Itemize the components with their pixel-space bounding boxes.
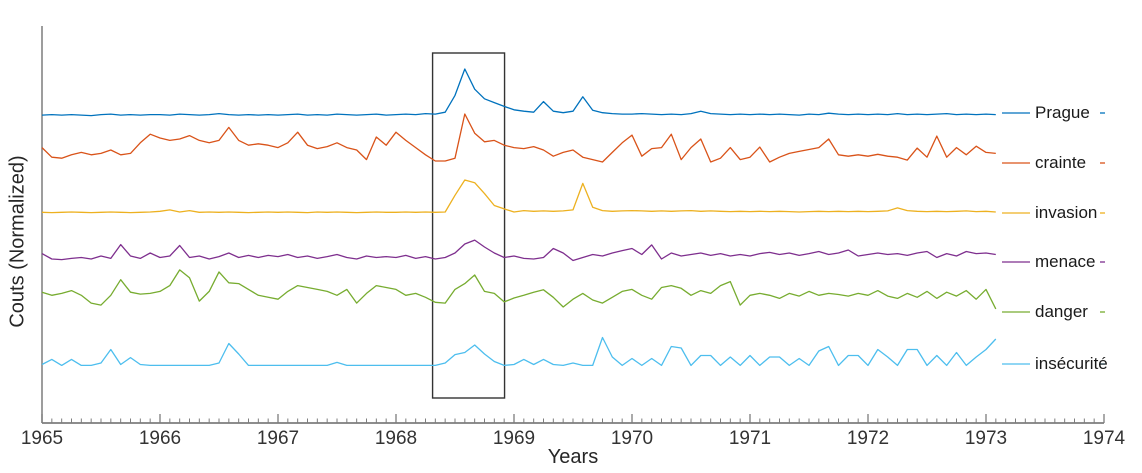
x-tick-label: 1968 xyxy=(374,428,418,449)
x-tick-label: 1965 xyxy=(20,428,64,449)
x-tick-label: 1969 xyxy=(492,428,536,449)
series-label-invasion: invasion xyxy=(1035,203,1098,222)
series-line-Prague xyxy=(41,68,996,117)
x-tick-label: 1973 xyxy=(964,428,1008,449)
series-label-Prague: Prague xyxy=(1035,103,1090,122)
x-tick-label: 1967 xyxy=(256,428,300,449)
series-label-menace: menace xyxy=(1035,252,1096,271)
series-line-menace xyxy=(41,239,996,262)
highlight-box xyxy=(431,52,506,399)
series-line-crainte xyxy=(41,113,996,163)
x-tick-label: 1972 xyxy=(846,428,890,449)
y-axis-label: Couts (Normalized) xyxy=(6,155,29,328)
series-line-insécurité xyxy=(41,336,997,367)
x-tick-label: 1974 xyxy=(1082,428,1126,449)
series-line-invasion xyxy=(41,179,996,214)
x-tick-label: 1970 xyxy=(610,428,654,449)
x-tick-label: 1971 xyxy=(728,428,772,449)
series-label-danger: danger xyxy=(1035,302,1088,321)
series-label-insécurité: insécurité xyxy=(1035,354,1108,373)
x-tick-label: 1966 xyxy=(138,428,182,449)
series-line-danger xyxy=(41,269,997,310)
x-axis-label: Years xyxy=(547,446,599,468)
series-label-crainte: crainte xyxy=(1035,153,1087,172)
